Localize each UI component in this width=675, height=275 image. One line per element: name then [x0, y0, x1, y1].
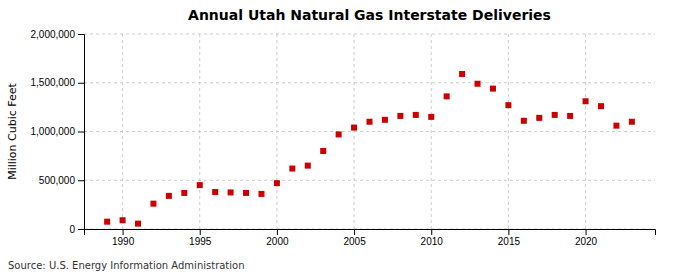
point: [367, 119, 373, 125]
chart: 1990 1995 2000 2005 2010 2015 2020 0 500,000 1,00…: [0, 0, 675, 275]
point: [397, 113, 403, 119]
point: [536, 115, 542, 121]
x-axis-tick-mark: [277, 229, 278, 235]
point: [336, 131, 342, 137]
point: [181, 190, 187, 196]
y-axis-tick: 0: [69, 224, 84, 235]
x-axis-tick-mark: [508, 229, 509, 235]
y-axis-tick-label: 1,000,000: [31, 126, 76, 137]
x-axis-tick-label: 1990: [112, 236, 135, 247]
x-axis-tick-label: 2000: [266, 236, 289, 247]
point: [490, 86, 496, 92]
y-axis-tick-label: 1,500,000: [31, 77, 76, 88]
point: [228, 189, 234, 195]
grid-line-x: [431, 34, 432, 229]
y-axis-tick-mark: [78, 34, 84, 35]
x-axis-tick: 2005: [343, 229, 366, 247]
x-axis-line: [85, 230, 656, 236]
y-axis-tick-label: 2,000,000: [31, 29, 76, 40]
x-axis: 1990 1995 2000 2005 2010 2015 2020: [85, 229, 656, 247]
x-axis-tick: 2000: [266, 229, 289, 247]
x-axis-tick: 1990: [112, 229, 135, 247]
point: [289, 166, 295, 172]
x-axis-tick-label: 2005: [343, 236, 366, 247]
point: [258, 191, 264, 197]
point: [444, 93, 450, 99]
x-axis-tick-mark: [123, 229, 124, 235]
point: [212, 189, 218, 195]
point: [413, 112, 419, 118]
point: [583, 98, 589, 104]
point: [305, 163, 311, 169]
y-axis-line: [78, 35, 85, 230]
x-axis-tick-label: 1995: [189, 236, 212, 247]
y-axis-title: Million Cubic Feet: [6, 82, 19, 179]
x-axis-tick: 2020: [575, 229, 598, 247]
point: [459, 71, 465, 77]
point: [243, 190, 249, 196]
plot: 1990 1995 2000 2005 2010 2015 2020 0 500,000 1,00…: [31, 29, 656, 247]
x-axis-tick-label: 2020: [575, 236, 598, 247]
point: [613, 123, 619, 129]
point: [567, 113, 573, 119]
title: Annual Utah Natural Gas Interstate Deliv…: [188, 7, 551, 23]
y-axis-tick-mark: [78, 132, 84, 133]
grid-line-y: [84, 180, 655, 181]
y-axis-tick-mark: [78, 180, 84, 181]
x-axis-tick: 2010: [421, 229, 444, 247]
point: [320, 148, 326, 154]
point: [150, 201, 156, 207]
point: [521, 118, 527, 124]
y-axis-tick: 500,000: [39, 175, 84, 186]
x-axis-tick-label: 2010: [421, 236, 444, 247]
point: [552, 112, 558, 118]
y-axis-tick: 2,000,000: [31, 29, 85, 40]
x-axis-tick-mark: [354, 229, 355, 235]
point: [382, 117, 388, 123]
x-axis-tick-mark: [586, 229, 587, 235]
grid-line-y: [84, 82, 655, 83]
x-axis-tick: 1995: [189, 229, 212, 247]
point: [197, 182, 203, 188]
point: [351, 125, 357, 131]
grid: [84, 34, 655, 229]
y-axis-tick-label: 0: [69, 224, 75, 235]
grid-line-x: [508, 34, 509, 229]
point: [135, 221, 141, 227]
point: [475, 81, 481, 87]
source: Source: U.S. Energy Information Administ…: [8, 260, 245, 271]
y-axis-tick-label: 500,000: [39, 175, 76, 186]
y-axis-tick-mark: [78, 229, 84, 230]
y-axis: 0 500,000 1,000,000 1,500,000 2,000,000: [31, 29, 85, 235]
grid-line-y: [84, 34, 655, 35]
point: [166, 193, 172, 199]
x-axis-tick-mark: [431, 229, 432, 235]
y-axis-tick: 1,500,000: [31, 77, 85, 88]
x-axis-tick: 2015: [498, 229, 521, 247]
point: [120, 217, 126, 223]
point: [505, 102, 511, 108]
y-axis-tick: 1,000,000: [31, 126, 85, 137]
point: [274, 180, 280, 186]
grid-line-x: [585, 34, 586, 229]
grid-line-y: [84, 131, 655, 132]
points: [104, 71, 635, 227]
x-axis-tick-mark: [200, 229, 201, 235]
point: [104, 219, 110, 225]
point: [598, 103, 604, 109]
point: [428, 114, 434, 120]
point: [629, 119, 635, 125]
x-axis-tick-label: 2015: [498, 236, 521, 247]
y-axis-tick-mark: [78, 83, 84, 84]
